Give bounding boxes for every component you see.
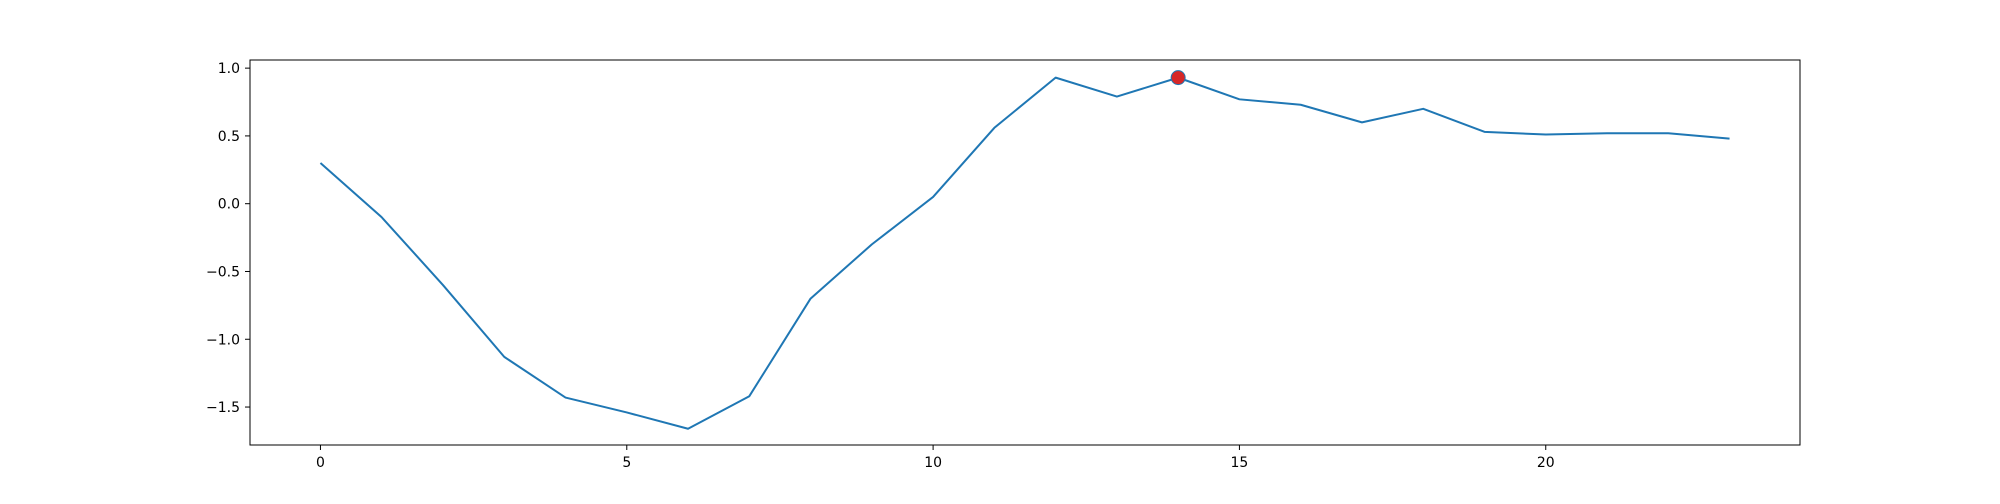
y-tick-label: 1.0 (218, 61, 240, 77)
x-axis: 0 5 10 15 20 (316, 445, 1555, 471)
series-line (319, 76, 1730, 430)
y-tick-label: −1.0 (206, 332, 240, 348)
y-tick-label: −1.5 (206, 400, 240, 416)
x-tick-label: 10 (924, 455, 942, 471)
y-axis: 1.0 0.5 0.0 −0.5 −1.0 −1.5 (206, 61, 250, 416)
highlight-point (1170, 70, 1186, 86)
x-tick-label: 20 (1537, 455, 1555, 471)
series-layer (319, 76, 1730, 430)
plot-area (249, 59, 1801, 446)
y-tick-label: 0.0 (218, 197, 240, 213)
x-tick-label: 0 (316, 455, 325, 471)
y-tick-label: −0.5 (206, 264, 240, 280)
x-tick-label: 15 (1231, 455, 1249, 471)
y-tick-label: 0.5 (218, 129, 240, 145)
x-tick-label: 5 (622, 455, 631, 471)
marker-layer (1170, 70, 1186, 86)
